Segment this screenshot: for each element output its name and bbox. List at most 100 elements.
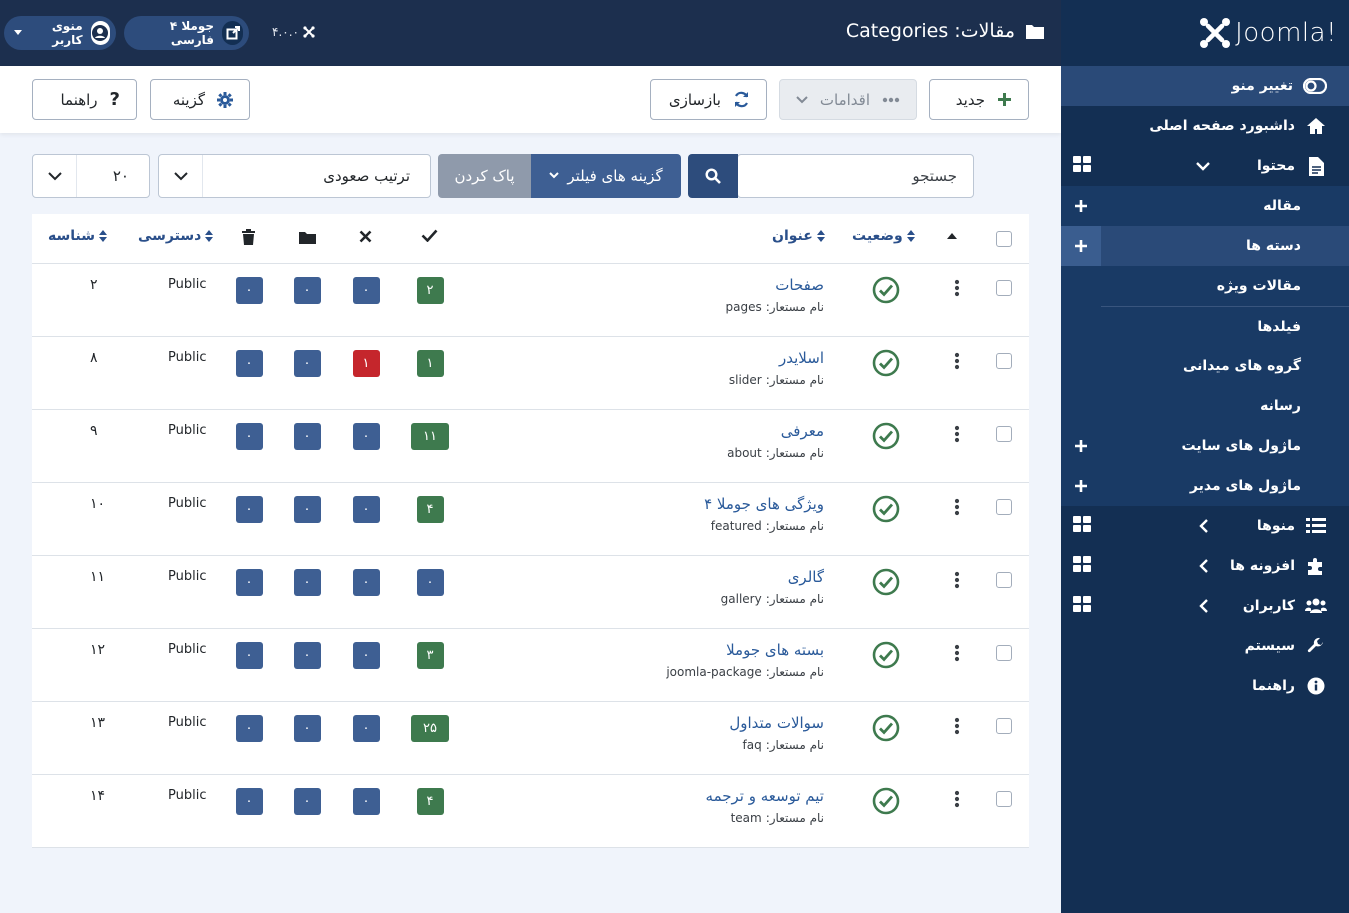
plus-icon[interactable] <box>1061 226 1101 266</box>
category-title-link[interactable]: صفحات <box>775 276 824 294</box>
row-checkbox[interactable] <box>996 280 1012 296</box>
drag-handle-icon[interactable] <box>954 717 960 735</box>
archived-count-badge[interactable]: ۰ <box>293 788 321 815</box>
category-title-link[interactable]: تیم توسعه و ترجمه <box>705 787 824 805</box>
row-checkbox[interactable] <box>996 572 1012 588</box>
checkbox-box[interactable] <box>996 572 1012 588</box>
published-count-badge[interactable]: ۴ <box>416 788 444 815</box>
dashboard-grid-icon[interactable] <box>1071 556 1091 576</box>
category-title-link[interactable]: ویژگی های جوملا ۴ <box>704 495 824 513</box>
search-button[interactable] <box>688 154 738 198</box>
trashed-count-badge[interactable]: ۰ <box>235 350 263 377</box>
plus-icon[interactable] <box>1061 426 1101 466</box>
sidebar-item-content[interactable]: محتوا <box>1061 146 1349 186</box>
archived-count-badge[interactable]: ۰ <box>293 715 321 742</box>
published-status-icon[interactable] <box>872 495 900 523</box>
published-status-icon[interactable] <box>872 568 900 596</box>
trashed-count-badge[interactable]: ۰ <box>235 715 263 742</box>
sidebar-item-system[interactable]: سیستم <box>1061 626 1349 666</box>
sidebar-item-help[interactable]: راهنما <box>1061 666 1349 706</box>
row-checkbox[interactable] <box>996 353 1012 369</box>
checkbox-box[interactable] <box>996 718 1012 734</box>
drag-handle-icon[interactable] <box>954 790 960 808</box>
chevron-left-icon[interactable] <box>1193 596 1213 616</box>
published-status-icon[interactable] <box>872 641 900 669</box>
sidebar-item-categories[interactable]: دسته ها <box>1061 226 1349 266</box>
published-count-badge[interactable]: ۴ <box>416 496 444 523</box>
published-status-icon[interactable] <box>872 787 900 815</box>
trashed-count-badge[interactable]: ۰ <box>235 569 263 596</box>
unpublished-count-badge[interactable]: ۰ <box>352 715 380 742</box>
unpublished-count-badge[interactable]: ۱ <box>352 350 380 377</box>
unpublished-count-badge[interactable]: ۰ <box>352 496 380 523</box>
rebuild-button[interactable]: بازسازی <box>650 79 767 120</box>
drag-handle-icon[interactable] <box>954 425 960 443</box>
published-count-badge[interactable]: ۳ <box>416 642 444 669</box>
checkbox-box[interactable] <box>996 499 1012 515</box>
sidebar-item-field-groups[interactable]: گروه های میدانی <box>1061 346 1349 386</box>
category-title-link[interactable]: سوالات متداول <box>729 714 824 732</box>
archived-count-badge[interactable]: ۰ <box>293 350 321 377</box>
published-status-icon[interactable] <box>872 276 900 304</box>
toggle-menu-button[interactable]: تغییر منو <box>1061 66 1349 106</box>
published-count-badge[interactable]: ۱ <box>416 350 444 377</box>
unpublished-count-badge[interactable]: ۰ <box>352 277 380 304</box>
drag-handle-icon[interactable] <box>954 279 960 297</box>
category-title-link[interactable]: بسته های جوملا <box>726 641 824 659</box>
archived-count-badge[interactable]: ۰ <box>293 277 321 304</box>
unpublished-count-badge[interactable]: ۰ <box>352 788 380 815</box>
published-count-badge[interactable]: ۲۵ <box>411 715 449 742</box>
id-sort-header[interactable]: شناسه <box>48 228 107 244</box>
row-checkbox[interactable] <box>996 426 1012 442</box>
published-count-badge[interactable]: ۱۱ <box>411 423 449 450</box>
published-count-badge[interactable]: ۰ <box>416 569 444 596</box>
category-title-link[interactable]: اسلایدر <box>779 349 824 367</box>
plus-icon[interactable] <box>1061 186 1101 226</box>
checkbox-box[interactable] <box>996 280 1012 296</box>
chevron-left-icon[interactable] <box>1193 556 1213 576</box>
chevron-down-icon[interactable] <box>1193 156 1213 176</box>
select-all-checkbox[interactable] <box>996 231 1012 247</box>
trashed-count-badge[interactable]: ۰ <box>235 788 263 815</box>
access-sort-header[interactable]: دسترسی <box>138 228 214 244</box>
checkbox-box[interactable] <box>996 353 1012 369</box>
category-title-link[interactable]: معرفی <box>780 422 824 440</box>
help-button[interactable]: ? راهنما <box>32 79 137 120</box>
new-button[interactable]: جدید <box>929 79 1029 120</box>
archived-count-badge[interactable]: ۰ <box>293 423 321 450</box>
sidebar-item-extensions[interactable]: افزونه ها <box>1061 546 1349 586</box>
sidebar-item-site-modules[interactable]: ماژول های سایت <box>1061 426 1349 466</box>
sidebar-item-featured[interactable]: مقالات ویژه <box>1061 266 1349 306</box>
published-count-badge[interactable]: ۲ <box>416 277 444 304</box>
category-title-link[interactable]: گالری <box>787 568 824 586</box>
unpublished-count-badge[interactable]: ۰ <box>352 423 380 450</box>
dashboard-grid-icon[interactable] <box>1071 596 1091 616</box>
sidebar-item-media[interactable]: رسانه <box>1061 386 1349 426</box>
options-button[interactable]: گزینه <box>150 79 250 120</box>
trashed-count-badge[interactable]: ۰ <box>235 423 263 450</box>
sidebar-item-articles[interactable]: مقاله <box>1061 186 1349 226</box>
sidebar-item-dashboard[interactable]: داشبورد صفحه اصلی <box>1061 106 1349 146</box>
title-sort-header[interactable]: عنوان <box>772 228 825 244</box>
plus-icon[interactable] <box>1061 466 1101 506</box>
checkbox-box[interactable] <box>996 791 1012 807</box>
dashboard-grid-icon[interactable] <box>1071 156 1091 176</box>
ordering-sort-icon[interactable] <box>947 232 957 240</box>
trashed-count-badge[interactable]: ۰ <box>235 277 263 304</box>
drag-handle-icon[interactable] <box>954 644 960 662</box>
search-input[interactable]: جستجو <box>737 154 974 198</box>
published-status-icon[interactable] <box>872 714 900 742</box>
trashed-count-badge[interactable]: ۰ <box>235 496 263 523</box>
archived-count-badge[interactable]: ۰ <box>293 496 321 523</box>
row-checkbox[interactable] <box>996 791 1012 807</box>
drag-handle-icon[interactable] <box>954 352 960 370</box>
chevron-left-icon[interactable] <box>1193 516 1213 536</box>
row-checkbox[interactable] <box>996 499 1012 515</box>
checkbox-box[interactable] <box>996 426 1012 442</box>
ordering-select[interactable]: ترتیب صعودی <box>158 154 431 198</box>
joomla-logo[interactable]: Joomla! <box>1199 17 1337 49</box>
sidebar-item-menus[interactable]: منوها <box>1061 506 1349 546</box>
sidebar-item-fields[interactable]: فیلدها <box>1101 306 1349 346</box>
sidebar-item-admin-modules[interactable]: ماژول های مدیر <box>1061 466 1349 506</box>
row-checkbox[interactable] <box>996 718 1012 734</box>
